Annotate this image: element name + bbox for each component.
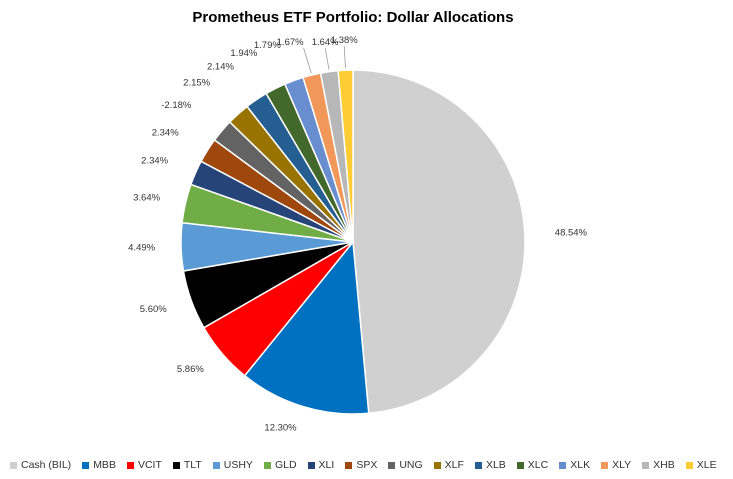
legend-label: USHY [223,459,253,471]
legend-swatch [474,461,482,469]
legend-item: XLY [601,459,631,471]
legend-label: Cash (BIL) [21,459,72,471]
leader-line [324,47,330,70]
data-label: 2.15% [183,78,210,89]
legend-label: VCIT [137,459,162,471]
data-label: 5.60% [140,304,167,315]
legend-item: XLB [474,459,506,471]
legend-swatch [642,461,650,469]
data-label: 1.64% [312,37,339,48]
legend-swatch [172,461,180,469]
legend-item: Cash (BIL) [10,459,71,471]
legend-item: XLI [307,459,335,471]
legend-swatch [126,461,134,469]
legend-label: XLK [570,459,591,471]
legend-swatch [82,461,90,469]
legend-item: XLF [433,459,464,471]
legend-item: XLE [685,459,717,471]
legend-label: UNG [399,459,423,471]
legend-item: SPX [345,459,377,471]
legend-swatch [10,461,17,469]
legend-swatch [601,461,609,469]
pie-slice-mbb [243,240,370,415]
pie-slice-cash-bil [352,69,526,415]
data-label: 4.49% [128,243,155,254]
pie-slice-xle [337,69,354,243]
data-label: 1.79% [254,40,281,51]
data-label: 1.67% [277,37,304,48]
legend-swatch [516,461,524,469]
legend-item: XLK [559,459,590,471]
data-label: 12.30% [264,423,297,434]
legend-label: XLE [696,459,717,471]
leader-line [303,47,312,74]
legend-label: MBB [93,459,116,471]
data-label: 2.14% [207,62,234,73]
data-label: 3.64% [133,192,160,203]
legend-label: TLT [183,459,202,471]
legend-label: XLC [527,459,549,471]
chart-title: Prometheus ETF Portfolio: Dollar Allocat… [192,9,514,26]
leader-line [343,46,346,69]
legend-item: VCIT [126,459,162,471]
data-label: 1.94% [230,48,257,59]
legend: Cash (BIL) MBB VCIT TLT USHY GLD XLI SPX UNG XLF X… [10,459,730,471]
data-label: 2.34% [152,127,179,138]
legend-swatch [388,461,396,469]
legend-swatch [307,461,315,469]
legend-item: GLD [263,459,297,471]
legend-label: SPX [356,459,378,471]
data-label: 1.38% [331,35,358,46]
legend-item: UNG [388,459,423,471]
data-label: 48.54% [555,228,588,239]
legend-label: XLI [318,459,335,471]
legend-label: XLF [444,459,464,471]
legend-swatch [263,461,271,469]
legend-item: MBB [82,459,116,471]
legend-swatch [685,461,693,469]
legend-item: XHB [642,459,675,471]
data-label: 2.34% [141,156,168,167]
legend-swatch [433,461,441,469]
data-label: 5.86% [177,364,204,375]
legend-swatch [212,461,220,469]
legend-label: XLY [612,459,632,471]
legend-swatch [345,461,353,469]
data-label: -2.18% [161,100,192,111]
legend-label: XLB [485,459,506,471]
legend-label: GLD [274,459,297,471]
legend-item: XLC [516,459,549,471]
legend-item: TLT [172,459,202,471]
legend-label: XHB [653,459,675,471]
legend-item: USHY [212,459,253,471]
legend-swatch [559,461,567,469]
